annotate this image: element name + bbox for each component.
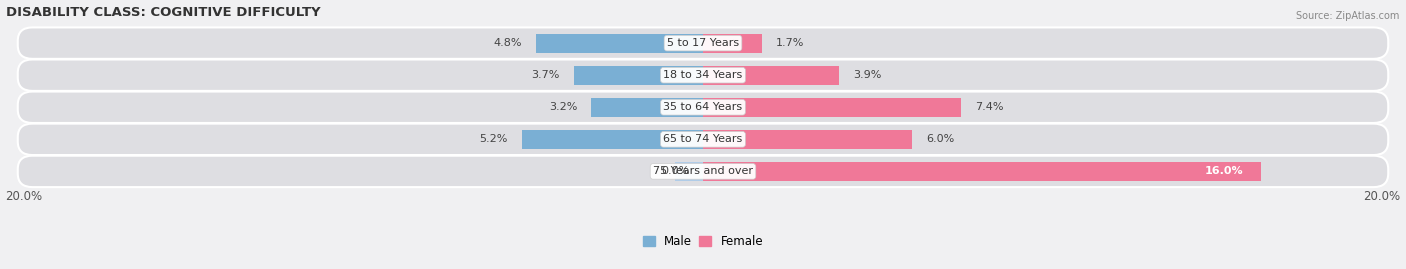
Text: 4.8%: 4.8%: [494, 38, 522, 48]
Legend: Male, Female: Male, Female: [643, 235, 763, 248]
Bar: [703, 130, 912, 149]
FancyBboxPatch shape: [18, 156, 1388, 187]
FancyBboxPatch shape: [18, 59, 1388, 91]
FancyBboxPatch shape: [18, 124, 1388, 155]
Text: 20.0%: 20.0%: [6, 190, 42, 203]
Text: 65 to 74 Years: 65 to 74 Years: [664, 134, 742, 144]
Bar: [522, 130, 703, 149]
Text: 3.9%: 3.9%: [853, 70, 882, 80]
Text: 0.0%: 0.0%: [661, 167, 689, 176]
Text: 75 Years and over: 75 Years and over: [652, 167, 754, 176]
Bar: [675, 162, 703, 181]
Bar: [592, 98, 703, 117]
Bar: [536, 34, 703, 53]
Text: DISABILITY CLASS: COGNITIVE DIFFICULTY: DISABILITY CLASS: COGNITIVE DIFFICULTY: [6, 6, 321, 19]
Text: 18 to 34 Years: 18 to 34 Years: [664, 70, 742, 80]
Text: 5 to 17 Years: 5 to 17 Years: [666, 38, 740, 48]
Text: 20.0%: 20.0%: [1364, 190, 1400, 203]
Text: 16.0%: 16.0%: [1205, 167, 1243, 176]
Bar: [574, 66, 703, 85]
Bar: [703, 98, 962, 117]
FancyBboxPatch shape: [18, 91, 1388, 123]
Text: 5.2%: 5.2%: [479, 134, 508, 144]
Text: Source: ZipAtlas.com: Source: ZipAtlas.com: [1295, 11, 1399, 21]
FancyBboxPatch shape: [18, 27, 1388, 59]
Text: 3.7%: 3.7%: [531, 70, 560, 80]
Bar: [703, 162, 1261, 181]
Text: 1.7%: 1.7%: [776, 38, 804, 48]
Text: 6.0%: 6.0%: [927, 134, 955, 144]
Text: 35 to 64 Years: 35 to 64 Years: [664, 102, 742, 112]
Text: 7.4%: 7.4%: [974, 102, 1004, 112]
Bar: [703, 66, 839, 85]
Text: 3.2%: 3.2%: [550, 102, 578, 112]
Bar: [703, 34, 762, 53]
